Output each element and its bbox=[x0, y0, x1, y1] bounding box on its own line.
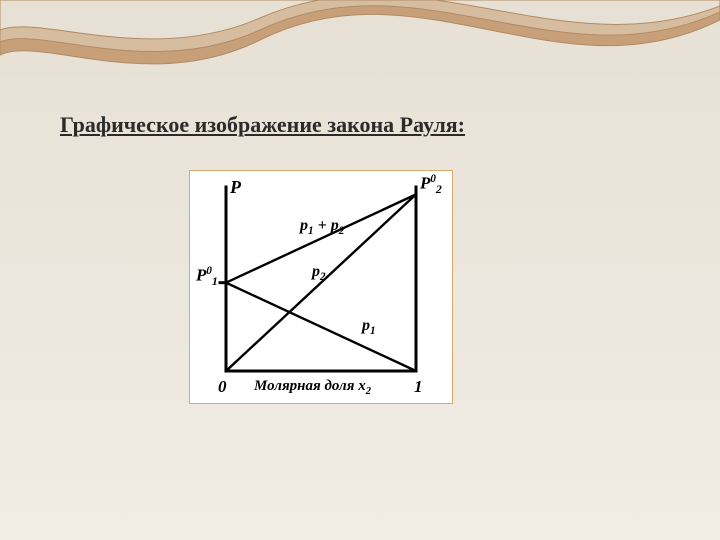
sum-line-label: p1 + p2 bbox=[300, 217, 344, 237]
y-axis-label: P bbox=[230, 177, 241, 198]
p2-line-label: p2 bbox=[312, 263, 326, 283]
raoult-chart: P P02 P01 p1 + p2 p2 p1 0 1 Молярная дол… bbox=[189, 170, 453, 404]
p2-zero-label: P02 bbox=[420, 175, 442, 195]
header-swoosh bbox=[0, 0, 720, 130]
slide: Графическое изображение закона Рауля: P … bbox=[0, 0, 720, 540]
x-axis-label: Молярная доля x2 bbox=[254, 378, 371, 397]
p1-zero-label: P01 bbox=[196, 267, 218, 287]
slide-title: Графическое изображение закона Рауля: bbox=[60, 112, 465, 138]
chart-svg bbox=[190, 171, 452, 403]
origin-label: 0 bbox=[218, 377, 227, 397]
p1-line-label: p1 bbox=[362, 317, 376, 337]
slide-title-text: Графическое изображение закона Рауля: bbox=[60, 112, 465, 137]
one-label: 1 bbox=[414, 377, 423, 397]
